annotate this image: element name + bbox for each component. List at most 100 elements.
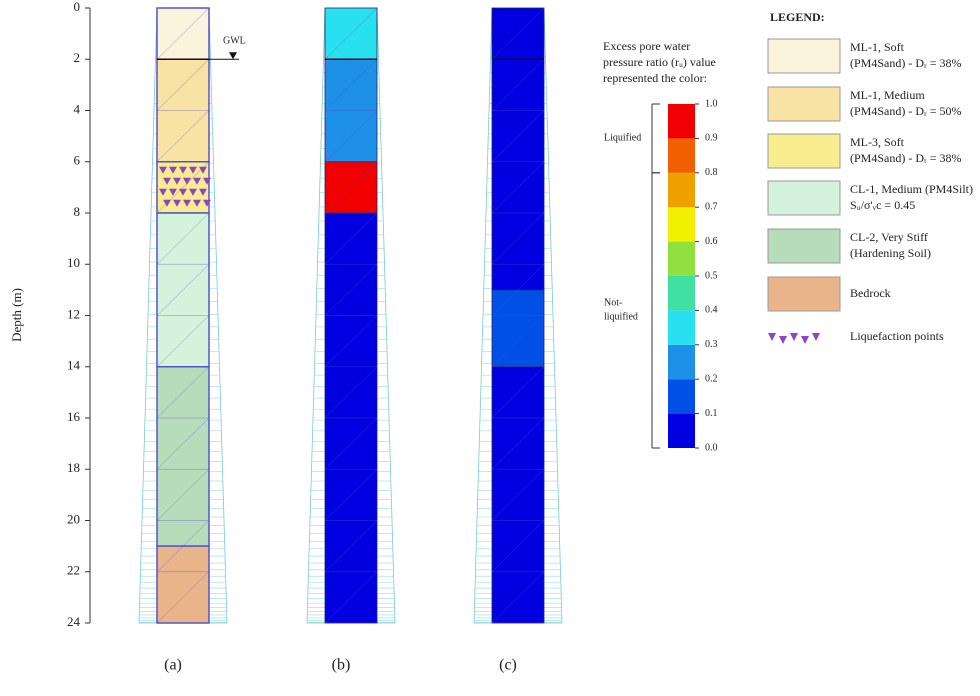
mesh-line [324, 7, 378, 60]
colorbar-swatch [668, 241, 695, 276]
legend-swatch [767, 133, 841, 169]
y-tick-label: 16 [67, 409, 81, 424]
colorbar-tick-label: 0.9 [705, 133, 718, 144]
liquefaction-point [189, 188, 197, 196]
colorbar-tick-label: 1.0 [705, 98, 718, 109]
mesh-line [324, 366, 378, 419]
colorbar-tick-label: 0.6 [705, 236, 718, 247]
liquefaction-point [179, 188, 187, 196]
y-tick-label: 8 [74, 204, 81, 219]
colorbar-tick-label: 0.2 [705, 373, 718, 384]
colorbar-tick-label: 0.8 [705, 167, 718, 178]
mesh-line [156, 469, 210, 521]
y-tick-label: 2 [74, 50, 81, 65]
mesh-line [491, 315, 545, 367]
gwl-marker [229, 52, 237, 60]
gwl-label: GWL [223, 36, 246, 47]
legend-label: (PM4Sand) - Dᵣ = 38% [850, 151, 962, 165]
legend-marker [801, 336, 809, 344]
mesh-line [324, 315, 378, 367]
mesh-line [324, 59, 378, 111]
y-tick-label: 20 [67, 511, 80, 526]
mesh-line [324, 571, 378, 624]
liquefaction-point [163, 177, 171, 185]
mesh-line [156, 366, 210, 419]
legend-swatch [767, 86, 841, 122]
mesh-line [156, 315, 210, 367]
mesh-line [491, 7, 545, 60]
legend-marker [779, 336, 787, 344]
colorbar-title: pressure ratio (rᵤ) value [603, 55, 716, 69]
soil-layer [156, 366, 210, 547]
liquefaction-point [173, 199, 181, 207]
mesh-line [491, 212, 545, 265]
mesh-line [491, 417, 545, 470]
liquefaction-point [193, 177, 201, 185]
colorbar-tick-label: 0.1 [705, 408, 718, 419]
soil-layer [491, 366, 545, 624]
colorbar-swatch [668, 207, 695, 242]
liquefaction-point [193, 199, 201, 207]
legend-swatch [767, 38, 841, 74]
soil-layer [156, 212, 210, 368]
colorbar-swatch [668, 310, 695, 345]
legend-title: LEGEND: [770, 10, 825, 24]
colorbar-swatch [668, 344, 695, 380]
y-tick-label: 24 [67, 614, 81, 629]
legend-label: (Hardening Soil) [850, 246, 931, 260]
soil-layer [324, 7, 378, 60]
mesh-line [324, 110, 378, 162]
mesh-line [156, 161, 210, 214]
liquefaction-point [173, 177, 181, 185]
panel-label: (b) [332, 657, 351, 674]
legend-label: (PM4Sand) - Dᵣ = 38% [850, 56, 962, 70]
soil-layer [491, 7, 545, 291]
soil-layer [156, 545, 210, 624]
colorbar-tick-label: 0.5 [705, 270, 718, 281]
y-tick-label: 0 [74, 0, 81, 14]
mesh-line [491, 366, 545, 419]
colorbar-tick-label: 0.7 [705, 201, 718, 212]
liquefaction-point [183, 177, 191, 185]
legend-label: (PM4Sand) - Dᵣ = 50% [850, 104, 962, 118]
colorbar-swatch [668, 276, 695, 311]
y-tick-label: 6 [74, 153, 81, 168]
mesh-line [324, 161, 378, 214]
legend-marker [790, 333, 798, 341]
y-tick-label: 12 [67, 306, 80, 321]
mesh-line [491, 571, 545, 624]
mesh-line [156, 59, 210, 111]
legend-marker [768, 333, 776, 341]
mesh-line [491, 264, 545, 316]
colorbar-tick-label: 0.0 [705, 442, 718, 453]
colorbar-title: Excess pore water [603, 39, 690, 53]
legend-label: ML-1, Medium [850, 88, 925, 102]
zone-label: liquified [604, 312, 638, 323]
mesh-line [156, 571, 210, 624]
y-tick-label: 22 [67, 563, 80, 578]
colorbar-swatch [668, 413, 695, 448]
legend-label: ML-1, Soft [850, 40, 905, 54]
mesh-line [491, 59, 545, 111]
liquefaction-point [189, 166, 197, 174]
mesh-line [156, 7, 210, 60]
y-tick-label: 4 [74, 101, 81, 116]
mesh-line [491, 110, 545, 162]
soil-layer [491, 289, 545, 368]
legend-swatch [767, 228, 841, 264]
zone-label: Not- [604, 298, 622, 309]
y-tick-label: 18 [67, 460, 80, 475]
mesh-line [491, 469, 545, 521]
legend-swatch [767, 276, 841, 312]
soil-layer [156, 58, 210, 163]
colorbar-swatch [668, 379, 695, 414]
legend-label: CL-2, Very Stiff [850, 230, 928, 244]
mesh-line [156, 264, 210, 316]
colorbar-swatch [668, 104, 695, 139]
colorbar-tick-label: 0.4 [705, 305, 718, 316]
liquefaction-point [199, 166, 207, 174]
legend-swatch [767, 180, 841, 216]
liquefaction-point [179, 166, 187, 174]
liquefaction-point [203, 199, 211, 207]
